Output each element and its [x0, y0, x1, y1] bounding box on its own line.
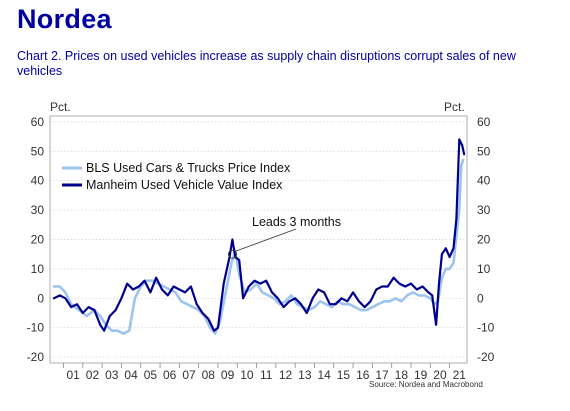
x-tick-label: 12	[279, 368, 293, 382]
x-tick-label: 16	[356, 368, 370, 382]
x-tick-label: 17	[375, 368, 389, 382]
y-tick-label-left: 60	[31, 115, 45, 129]
y-tick-label-left: 50	[31, 144, 45, 158]
x-tick-label: 02	[86, 368, 100, 382]
y-tick-label-left: 30	[31, 203, 45, 217]
x-tick-label: 11	[260, 368, 273, 382]
x-axis: 01 02 03 04 05 06 07 08 09 10 11 12 13 14 15 16 17 18 19 20…	[63, 363, 467, 382]
y-tick-label-right: 10	[477, 262, 491, 276]
y-tick-label-left: 40	[31, 174, 45, 188]
y-unit-left: Pct.	[50, 100, 71, 114]
source-note: Source: Nordea and Macrobond	[369, 380, 483, 389]
y-unit-right: Pct.	[444, 100, 465, 114]
y-tick-label-left: 20	[31, 233, 45, 247]
x-tick-label: 06	[163, 368, 177, 382]
annotation-leader-line	[235, 228, 297, 252]
y-tick-label-left: -20	[27, 350, 45, 364]
x-tick-label: 10	[240, 368, 254, 382]
x-tick-label: 15	[337, 368, 351, 382]
x-tick-label: 18	[395, 368, 409, 382]
y-axis-left: -20 -10 0 10 20 30 40 50 60	[27, 115, 45, 364]
x-tick-label: 19	[414, 368, 428, 382]
plot-frame	[49, 115, 468, 364]
y-tick-label-right: 30	[477, 203, 491, 217]
x-tick-label: 09	[221, 368, 235, 382]
x-tick-label: 21	[453, 368, 467, 382]
gridlines	[50, 121, 467, 358]
y-tick-label-right: 20	[477, 233, 491, 247]
chart-title: Chart 2. Prices on used vehicles increas…	[17, 49, 516, 78]
x-tick-label: 04	[124, 368, 138, 382]
y-tick-label-right: 60	[477, 115, 491, 129]
x-tick-label: 01	[66, 368, 80, 382]
annotation-marker	[227, 249, 237, 259]
series-lines	[52, 138, 466, 335]
y-tick-label-right: -10	[477, 321, 495, 335]
y-tick-label-left: -10	[27, 321, 45, 335]
y-tick-label-left: 10	[31, 262, 45, 276]
y-tick-label-left: 0	[37, 291, 44, 305]
legend-label-manheim: Manheim Used Vehicle Value Index	[86, 178, 283, 192]
series-line-bls	[52, 158, 465, 335]
x-tick-label: 07	[182, 368, 196, 382]
x-tick-label: 05	[144, 368, 158, 382]
y-axis-right: -20 -10 0 10 20 30 40 50 60	[477, 115, 495, 364]
x-tick-label: 03	[105, 368, 119, 382]
legend: BLS Used Cars & Trucks Price Index Manhe…	[62, 161, 291, 192]
annotation: Leads 3 months	[227, 215, 341, 259]
legend-label-bls: BLS Used Cars & Trucks Price Index	[86, 161, 291, 175]
y-tick-label-right: 40	[477, 174, 491, 188]
x-tick-label: 08	[202, 368, 216, 382]
x-tick-label: 13	[298, 368, 312, 382]
nordea-logo: Nordea	[17, 4, 112, 34]
y-tick-label-right: 0	[477, 291, 484, 305]
series-line-manheim	[52, 138, 466, 332]
annotation-label: Leads 3 months	[252, 215, 341, 229]
x-tick-label: 14	[317, 368, 331, 382]
y-tick-label-right: -20	[477, 350, 495, 364]
y-tick-label-right: 50	[477, 144, 491, 158]
x-tick-label: 20	[433, 368, 447, 382]
